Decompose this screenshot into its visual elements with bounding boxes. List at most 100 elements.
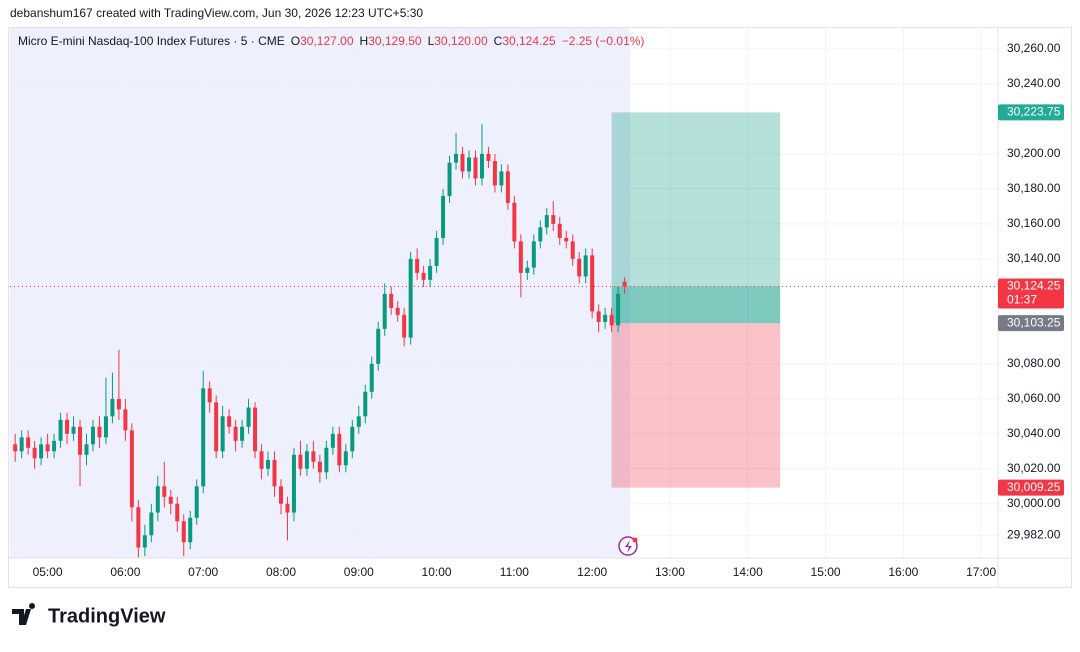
legend-value: 30,127.00 xyxy=(300,34,354,48)
price-label: 30,009.25 xyxy=(1007,480,1061,494)
candle-body xyxy=(622,281,627,287)
candle-body xyxy=(188,517,193,543)
candle-body xyxy=(408,258,413,338)
candle-body xyxy=(317,461,322,473)
candle-body xyxy=(499,171,504,186)
candle-body xyxy=(389,293,394,308)
x-tick-label: 11:00 xyxy=(500,565,529,579)
candle-body xyxy=(142,535,147,548)
x-tick-label: 07:00 xyxy=(188,565,218,579)
candle-body xyxy=(207,388,212,403)
candle-body xyxy=(330,433,335,448)
candle-body xyxy=(460,153,465,172)
candle-body xyxy=(382,293,387,329)
candle-body xyxy=(298,454,303,469)
candle-body xyxy=(531,241,536,268)
footer-logo: TradingView xyxy=(12,603,166,627)
y-tick-label: 30,200.00 xyxy=(1007,146,1061,160)
plot-area xyxy=(10,28,998,558)
candle-body xyxy=(136,507,141,548)
icon-dot xyxy=(632,537,638,543)
legend-value: 30,120.00 xyxy=(434,34,488,48)
candle-body xyxy=(65,419,70,434)
candle-body xyxy=(447,162,452,196)
y-tick-label: 30,240.00 xyxy=(1007,76,1061,90)
candle-body xyxy=(616,293,621,326)
candle-body xyxy=(26,437,31,448)
candle-body xyxy=(324,447,329,473)
candle-body xyxy=(343,451,348,466)
x-tick-label: 06:00 xyxy=(110,565,140,579)
candle-body xyxy=(486,153,491,161)
candle-body xyxy=(590,255,595,312)
x-tick-label: 05:00 xyxy=(33,565,63,579)
x-tick-label: 16:00 xyxy=(888,565,918,579)
loss-zone xyxy=(611,323,781,488)
candle-body xyxy=(421,272,426,280)
candle-body xyxy=(116,398,121,410)
legend-key: O xyxy=(291,34,300,48)
candle-body xyxy=(233,426,238,441)
legend-key: H xyxy=(360,34,369,48)
y-tick-label: 30,140.00 xyxy=(1007,251,1061,265)
legend-value: 30,129.50 xyxy=(368,34,422,48)
candle-body xyxy=(376,328,381,364)
price-label-bg xyxy=(998,278,1064,309)
price-label: 30,103.25 xyxy=(1007,315,1061,329)
candle-body xyxy=(356,416,361,427)
x-tick-label: 08:00 xyxy=(266,565,296,579)
candle-body xyxy=(402,314,407,338)
y-tick-label: 30,040.00 xyxy=(1007,426,1061,440)
candle-body xyxy=(78,426,83,455)
candle-body xyxy=(168,496,173,504)
candle-body xyxy=(240,426,245,441)
candle-body xyxy=(492,160,497,186)
candle-body xyxy=(291,454,296,513)
candle-body xyxy=(395,307,400,315)
symbol-title: Micro E-mini Nasdaq-100 Index Futures · … xyxy=(18,34,285,48)
x-tick-label: 10:00 xyxy=(422,565,452,579)
candle-body xyxy=(518,241,523,273)
candle-body xyxy=(246,407,251,427)
candle-body xyxy=(266,460,271,469)
candle-body xyxy=(13,444,18,452)
candle-body xyxy=(428,265,433,280)
candle-body xyxy=(285,503,290,513)
candle-body xyxy=(538,227,543,242)
candle-body xyxy=(129,430,134,508)
candle-body xyxy=(214,402,219,452)
candle-body xyxy=(311,451,316,462)
candle-body xyxy=(84,444,89,455)
candle-body xyxy=(19,437,24,452)
candle-body xyxy=(557,223,562,238)
candle-body xyxy=(304,451,309,469)
candle-body xyxy=(350,426,355,452)
candle-body xyxy=(97,426,102,438)
candle-body xyxy=(155,486,160,513)
price-label-bg xyxy=(998,104,1064,121)
y-tick-label: 29,982.00 xyxy=(1007,527,1061,541)
plot-inner xyxy=(10,28,998,558)
candle-body xyxy=(162,486,167,497)
price-label-bg xyxy=(998,315,1064,332)
candle-body xyxy=(123,409,128,431)
credit: debanshum167 created with TradingView.co… xyxy=(10,6,423,20)
candle-body xyxy=(201,388,206,487)
y-tick-label: 30,020.00 xyxy=(1007,461,1061,475)
candle-body xyxy=(52,440,57,452)
candle-body xyxy=(454,153,459,163)
legend-key: C xyxy=(494,34,503,48)
x-tick-label: 13:00 xyxy=(655,565,685,579)
candle-body xyxy=(110,398,115,417)
candle-body xyxy=(337,433,342,466)
y-tick-label: 30,180.00 xyxy=(1007,181,1061,195)
candle-body xyxy=(71,426,76,434)
candle-body xyxy=(253,407,258,452)
y-tick-label: 30,060.00 xyxy=(1007,391,1061,405)
price-label: 30,223.75 xyxy=(1007,105,1061,119)
x-tick-label: 15:00 xyxy=(811,565,841,579)
x-tick-label: 12:00 xyxy=(577,565,607,579)
candle-body xyxy=(434,237,439,266)
